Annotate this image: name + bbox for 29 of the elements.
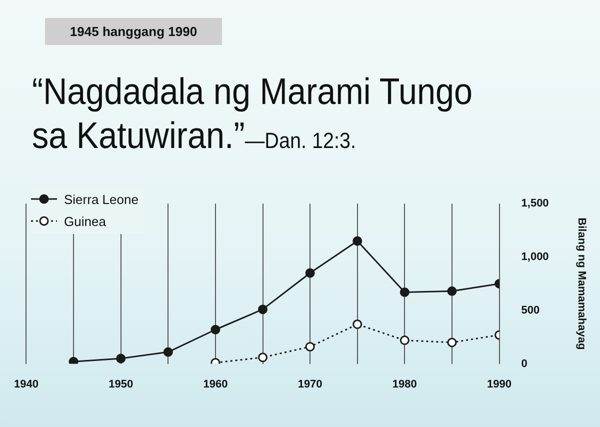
y-tick-label: 1,500: [521, 198, 549, 210]
y-tick-label: 500: [521, 304, 540, 316]
point: [116, 354, 126, 364]
y-tick-label: 0: [521, 358, 528, 370]
point: [258, 304, 268, 314]
chart-subtitle: 1945 hanggang 1990: [45, 18, 222, 45]
point: [447, 286, 457, 296]
point: [305, 342, 315, 352]
point: [352, 236, 362, 246]
point: [400, 336, 410, 346]
point: [400, 287, 410, 297]
point: [352, 320, 362, 330]
y-tick-label: 1,000: [521, 251, 549, 264]
point: [163, 347, 173, 357]
legend-label: Guinea: [64, 214, 106, 228]
point: [210, 324, 220, 334]
legend-label: Sierra Leone: [64, 192, 138, 206]
point: [68, 356, 78, 364]
x-tick-label: 1960: [203, 378, 228, 390]
x-tick-label: 1990: [487, 378, 512, 390]
text: —Dan. 12:3.: [244, 128, 356, 153]
point: [258, 352, 268, 362]
x-tick-label: 1940: [14, 378, 38, 390]
x-tick-label: 1950: [108, 378, 134, 390]
point: [305, 268, 315, 278]
y-axis-title: Bilang ng Mamamahayag: [575, 218, 588, 350]
x-tick-label: 1970: [298, 378, 322, 390]
x-tick-label: 1980: [392, 378, 417, 390]
point: [447, 338, 457, 348]
